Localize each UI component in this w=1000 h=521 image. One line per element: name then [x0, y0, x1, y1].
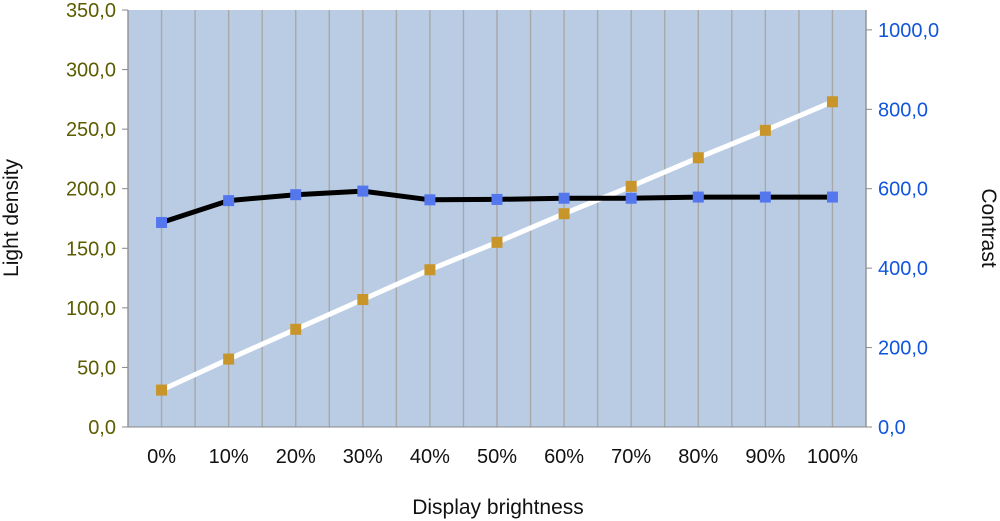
series-1-point — [290, 323, 302, 335]
y2-tick-label: 400,0 — [878, 258, 928, 280]
series-1-point — [357, 294, 369, 306]
y-tick-label: 350,0 — [66, 0, 116, 22]
y2-tick-label: 0,0 — [878, 417, 906, 439]
series-1-point — [759, 124, 771, 136]
series-2-point — [692, 191, 704, 203]
y2-tick-label: 1000,0 — [878, 20, 939, 42]
y-tick-label: 150,0 — [66, 238, 116, 260]
y-tick-label: 300,0 — [66, 60, 116, 82]
y-tick-label: 0,0 — [88, 417, 116, 439]
grid — [127, 10, 867, 427]
series-1-point — [625, 180, 637, 192]
series-2-point — [759, 191, 771, 203]
series-1-point — [223, 353, 235, 365]
x-tick-label: 80% — [678, 446, 718, 468]
y-tick-label: 200,0 — [66, 179, 116, 201]
series-2-point — [826, 191, 838, 203]
series-2-point — [625, 192, 637, 204]
y-tick-label: 50,0 — [77, 357, 116, 379]
y-tick-label: 100,0 — [66, 298, 116, 320]
series-2-point — [290, 189, 302, 201]
x-tick-label: 90% — [745, 446, 785, 468]
series-2-point — [558, 192, 570, 204]
series-1-point — [491, 236, 503, 248]
series-2-point — [156, 216, 168, 228]
series-2-point — [491, 193, 503, 205]
series-1-point — [692, 152, 704, 164]
series-2-point — [223, 195, 235, 207]
x-tick-label: 20% — [276, 446, 316, 468]
ticks: 0,0 50,0 100,0 150,0 200,0 250,0 300,0 350,0 0,0… — [66, 0, 939, 468]
x-tick-label: 60% — [544, 446, 584, 468]
series-1-point — [558, 208, 570, 220]
series-1-point — [156, 384, 168, 396]
x-tick-label: 40% — [410, 446, 450, 468]
series-2-point — [357, 185, 369, 197]
y2-tick-label: 200,0 — [878, 338, 928, 360]
series — [156, 96, 838, 396]
x-tick-label: 30% — [343, 446, 383, 468]
series-1-point — [826, 96, 838, 108]
y2-tick-label: 600,0 — [878, 179, 928, 201]
x-tick-label: 0% — [147, 446, 176, 468]
x-axis-title: Display brightness — [412, 496, 584, 519]
series-1-point — [424, 264, 436, 276]
x-tick-label: 100% — [807, 446, 858, 468]
x-tick-label: 70% — [611, 446, 651, 468]
y2-tick-label: 800,0 — [878, 99, 928, 121]
series-2-point — [424, 194, 436, 206]
y-tick-label: 250,0 — [66, 119, 116, 141]
x-tick-label: 50% — [477, 446, 517, 468]
y-axis-title: Light density — [0, 159, 23, 277]
x-tick-label: 10% — [209, 446, 249, 468]
y2-axis-title: Contrast — [977, 188, 1000, 268]
